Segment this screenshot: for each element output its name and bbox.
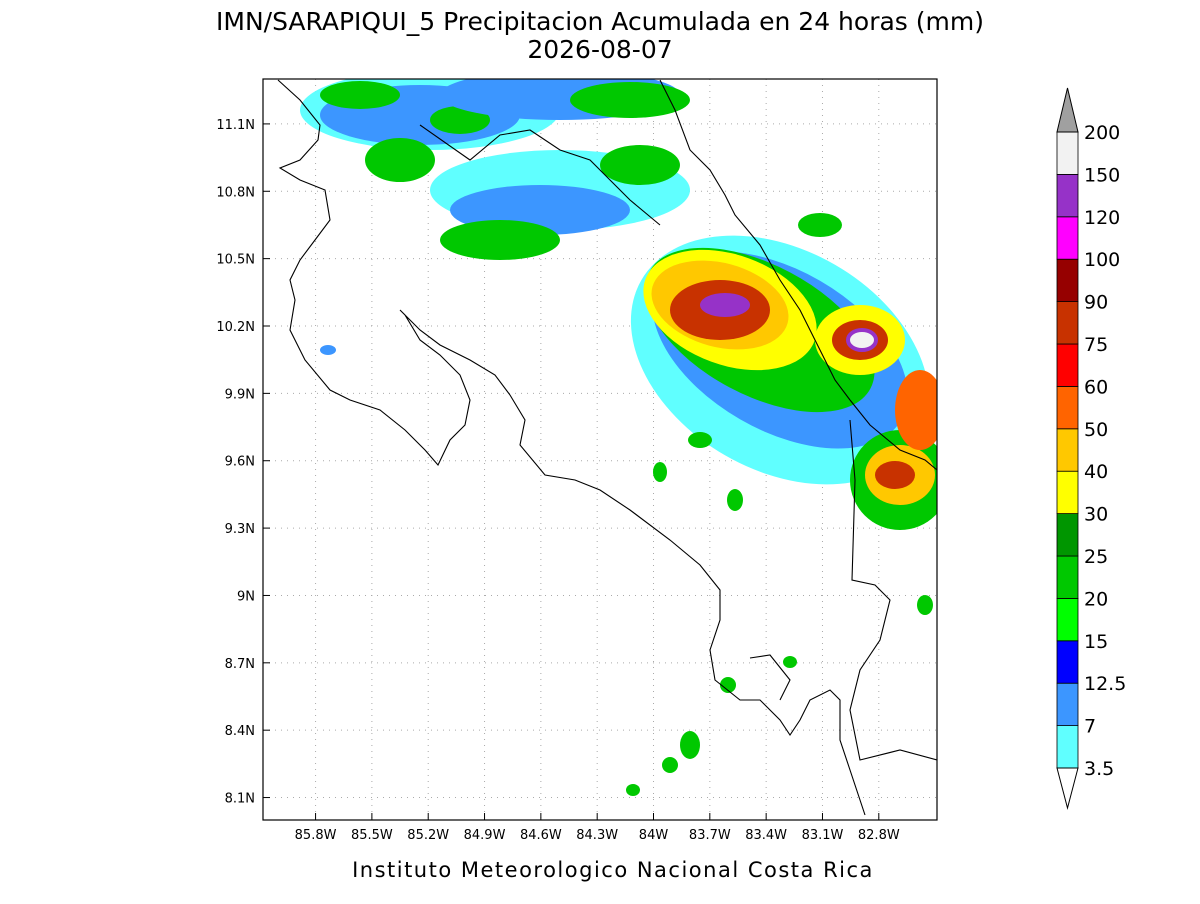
- rain-cell: [727, 489, 743, 511]
- rain-cell: [783, 656, 797, 668]
- rain-cell: [662, 757, 678, 773]
- colorbar-band: [1056, 216, 1079, 260]
- y-tick-label: 10.8N: [216, 185, 255, 200]
- x-tick-label: 84.3W: [576, 828, 618, 843]
- colorbar-band: [1056, 555, 1079, 599]
- y-tick-label: 10.2N: [216, 320, 255, 335]
- y-tick-label: 11.1N: [216, 118, 255, 133]
- colorbar-under: [1056, 767, 1079, 810]
- colorbar: 3.5 7 12.5 15 20 25 30 40 50 60 75 90 100 120 150 200: [1056, 87, 1126, 810]
- y-tick-label: 10.5N: [216, 253, 255, 268]
- x-tick-label: 85.8W: [295, 828, 337, 843]
- x-tick-label: 83.4W: [745, 828, 787, 843]
- y-tick-label: 8.1N: [225, 792, 255, 807]
- colorbar-label: 200: [1084, 122, 1120, 144]
- x-tick-label: 84W: [639, 828, 669, 843]
- rain-cell: [875, 461, 915, 489]
- colorbar-label: 25: [1084, 546, 1108, 568]
- rain-cell: [680, 731, 700, 759]
- pacific-coast: [277, 79, 866, 816]
- colorbar-band: [1056, 428, 1079, 472]
- rain-cell: [895, 370, 937, 450]
- x-tick-label: 85.5W: [351, 828, 393, 843]
- colorbar-band: [1056, 640, 1079, 684]
- colorbar-band: [1056, 258, 1079, 303]
- y-tick-label: 9.6N: [225, 455, 255, 470]
- colorbar-band: [1056, 725, 1079, 769]
- coast-detail: [749, 654, 791, 701]
- caribbean-coast: [659, 79, 937, 471]
- colorbar-label: 60: [1084, 376, 1108, 398]
- colorbar-label: 75: [1084, 334, 1108, 356]
- colorbar-label: 40: [1084, 461, 1108, 483]
- colorbar-label: 7: [1084, 716, 1096, 738]
- rain-cell: [320, 345, 336, 355]
- rain-cell: [917, 595, 933, 615]
- map-frame: [262, 78, 938, 821]
- rain-cell: [846, 328, 878, 352]
- x-tick-label: 84.9W: [464, 828, 506, 843]
- rain-cell: [320, 81, 400, 109]
- rain-cell: [653, 462, 667, 482]
- x-tick-label: 82.8W: [858, 828, 900, 843]
- rain-cell: [688, 432, 712, 448]
- rain-cell: [798, 213, 842, 237]
- footer: Instituto Meteorologico Nacional Costa R…: [352, 858, 874, 882]
- colorbar-label: 20: [1084, 588, 1108, 610]
- colorbar-label: 90: [1084, 292, 1108, 314]
- x-tick-label: 84.6W: [520, 828, 562, 843]
- coastline: [277, 79, 937, 816]
- colorbar-label: 12.5: [1084, 673, 1126, 695]
- y-tick-label: 8.7N: [225, 657, 255, 672]
- colorbar-band: [1056, 131, 1079, 175]
- border-north: [419, 124, 661, 226]
- rain-cells: [300, 79, 937, 796]
- x-tick-label: 83.7W: [689, 828, 731, 843]
- colorbar-band: [1056, 385, 1079, 430]
- rain-cell: [430, 106, 490, 134]
- rain-cell: [365, 138, 435, 182]
- date: 2026-08-07: [527, 35, 672, 64]
- axis-ticks: 85.8W 85.5W 85.2W 84.9W 84.6W 84.3W 84W 83.7W 83…: [216, 118, 900, 843]
- colorbar-band: [1056, 173, 1079, 218]
- y-tick-label: 9.3N: [225, 522, 255, 537]
- precip-field: [277, 79, 937, 816]
- colorbar-band: [1056, 682, 1079, 727]
- rain-cell: [440, 220, 560, 260]
- rain-cell: [570, 82, 690, 118]
- rain-cell: [626, 784, 640, 796]
- colorbar-label: 50: [1084, 419, 1108, 441]
- border-south: [849, 419, 937, 761]
- y-tick-label: 9N: [237, 589, 255, 604]
- colorbar-label: 3.5: [1084, 758, 1114, 780]
- x-tick-label: 83.1W: [802, 828, 844, 843]
- colorbar-label: 120: [1084, 207, 1120, 229]
- colorbar-band: [1056, 598, 1079, 642]
- colorbar-label: 150: [1084, 164, 1120, 186]
- colorbar-band: [1056, 470, 1079, 515]
- colorbar-band: [1056, 513, 1079, 557]
- y-tick-label: 8.4N: [225, 724, 255, 739]
- colorbar-label: 15: [1084, 631, 1108, 653]
- x-tick-label: 85.2W: [407, 828, 449, 843]
- rain-cell: [600, 145, 680, 185]
- colorbar-label: 100: [1084, 249, 1120, 271]
- colorbar-band: [1056, 343, 1079, 387]
- rain-cell: [700, 293, 750, 317]
- colorbar-over: [1056, 87, 1079, 133]
- colorbar-label: 30: [1084, 504, 1108, 526]
- rain-cell: [720, 677, 736, 693]
- colorbar-band: [1056, 301, 1079, 345]
- title: IMN/SARAPIQUI_5 Precipitacion Acumulada …: [216, 7, 984, 36]
- y-tick-label: 9.9N: [225, 387, 255, 402]
